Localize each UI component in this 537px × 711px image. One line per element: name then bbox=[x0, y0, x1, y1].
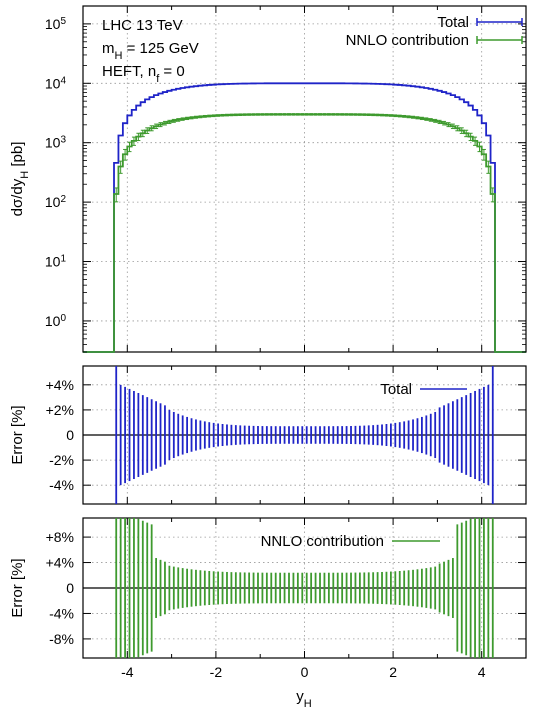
x-tick-label: 4 bbox=[478, 664, 486, 680]
annotation-theory: HEFT, nf = 0 bbox=[102, 63, 185, 85]
grid-lines bbox=[83, 6, 526, 658]
y-tick-label: 105 bbox=[45, 15, 67, 32]
legend-label-nnlo: NNLO contribution bbox=[346, 32, 469, 49]
legend-swatch-nnlo bbox=[476, 36, 523, 44]
axes: -4 -2 0 2 4 100 101 102 103 104 105 -4% -2% 0 +2% +4% -8… bbox=[45, 5, 527, 680]
nnlo-error-legend-label: NNLO contribution bbox=[261, 533, 384, 550]
y-tick-label: +4% bbox=[46, 377, 74, 393]
histogram-total bbox=[83, 82, 526, 353]
y-tick-label: 100 bbox=[45, 312, 67, 329]
data-series bbox=[83, 82, 526, 658]
legend-swatch-total bbox=[476, 18, 523, 26]
y-tick-label: +2% bbox=[46, 402, 74, 418]
y-tick-label: 103 bbox=[45, 134, 67, 151]
y-tick-label: 0 bbox=[66, 427, 74, 443]
y-tick-label: 0 bbox=[66, 580, 74, 596]
y-tick-label: -4% bbox=[49, 477, 74, 493]
annotation-collider: LHC 13 TeV bbox=[102, 17, 183, 34]
total-error-legend-label: Total bbox=[380, 381, 412, 398]
total-error-y-axis-label: Error [%] bbox=[9, 405, 26, 464]
main-panel-frame bbox=[82, 5, 527, 353]
y-tick-label: +4% bbox=[46, 555, 74, 571]
y-tick-label: 101 bbox=[45, 253, 67, 270]
y-tick-label: -2% bbox=[49, 452, 74, 468]
x-tick-label: -4 bbox=[121, 664, 134, 680]
x-axis-label: yH bbox=[296, 688, 312, 710]
x-tick-label: 0 bbox=[301, 664, 309, 680]
x-tick-label: -2 bbox=[210, 664, 223, 680]
y-tick-label: +8% bbox=[46, 529, 74, 545]
annotation-higgs-mass: mH = 125 GeV bbox=[102, 40, 199, 62]
legend-label-total: Total bbox=[437, 14, 469, 31]
x-tick-label: 2 bbox=[389, 664, 397, 680]
y-tick-label: 104 bbox=[45, 75, 67, 92]
main-y-axis-label: dσ/dyH [pb] bbox=[9, 142, 31, 217]
histogram-nnlo bbox=[83, 113, 526, 353]
nnlo-error-y-axis-label: Error [%] bbox=[9, 558, 26, 617]
y-tick-label: 102 bbox=[45, 194, 67, 211]
y-tick-label: -4% bbox=[49, 605, 74, 621]
y-tick-label: -8% bbox=[49, 631, 74, 647]
